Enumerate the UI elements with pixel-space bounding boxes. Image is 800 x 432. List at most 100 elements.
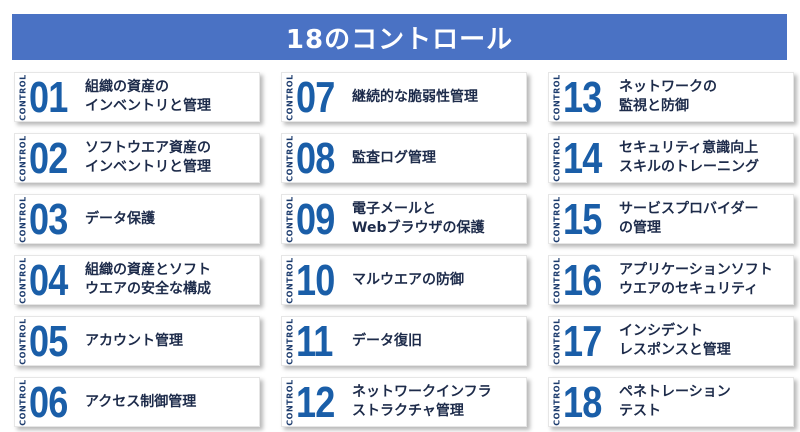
- control-title: ネットワークインフラ ストラクチャ管理: [352, 378, 522, 426]
- control-label-text: CONTROL: [552, 134, 562, 182]
- control-number: 15: [563, 195, 602, 244]
- control-vertical-label: CONTROL: [17, 73, 29, 121]
- control-label-text: CONTROL: [552, 378, 562, 426]
- control-title: 電子メールと Webブラウザの保護: [352, 195, 522, 243]
- control-title: 継続的な脆弱性管理: [352, 73, 522, 121]
- control-label-text: CONTROL: [18, 256, 28, 304]
- control-title-line: Webブラウザの保護: [352, 220, 485, 236]
- control-title-line: データ復旧: [352, 332, 422, 349]
- control-title: アクセス制御管理: [85, 378, 255, 426]
- control-vertical-label: CONTROL: [551, 134, 563, 182]
- header-banner: 18のコントロール: [12, 14, 787, 60]
- control-number: 05: [29, 317, 68, 366]
- control-card: CONTROL 01 組織の資産の インベントリと管理: [14, 72, 260, 122]
- control-title-line: サービスプロバイダー: [619, 201, 759, 217]
- control-title-line: 監視と防御: [619, 98, 689, 114]
- control-number: 07: [296, 73, 335, 122]
- control-title-line: データ保護: [85, 210, 155, 227]
- control-card: CONTROL 13 ネットワークの 監視と防御: [548, 72, 794, 122]
- control-number: 03: [29, 195, 68, 244]
- control-vertical-label: CONTROL: [551, 73, 563, 121]
- control-title: ソフトウエア資産の インベントリと管理: [85, 134, 255, 182]
- control-vertical-label: CONTROL: [284, 195, 296, 243]
- control-title: 組織の資産とソフト ウエアの安全な構成: [85, 256, 255, 304]
- control-vertical-label: CONTROL: [17, 378, 29, 426]
- control-card: CONTROL 07 継続的な脆弱性管理: [281, 72, 527, 122]
- control-title-line: 組織の資産の: [85, 79, 169, 95]
- control-title-line: ネットワークインフラ: [352, 384, 492, 400]
- control-label-text: CONTROL: [285, 256, 295, 304]
- control-title-line: ペネトレーション: [619, 384, 731, 400]
- page-title: 18のコントロール: [285, 24, 514, 55]
- control-title-line: 継続的な脆弱性管理: [352, 88, 478, 105]
- control-title-line: スキルのトレーニング: [619, 159, 759, 175]
- control-title-line: 電子メールと: [352, 201, 436, 217]
- control-number: 13: [563, 73, 602, 122]
- control-vertical-label: CONTROL: [284, 256, 296, 304]
- control-label-text: CONTROL: [285, 195, 295, 243]
- control-vertical-label: CONTROL: [551, 195, 563, 243]
- control-card: CONTROL 12 ネットワークインフラ ストラクチャ管理: [281, 377, 527, 427]
- control-vertical-label: CONTROL: [284, 317, 296, 365]
- control-number: 09: [296, 195, 335, 244]
- control-card: CONTROL 18 ペネトレーション テスト: [548, 377, 794, 427]
- control-vertical-label: CONTROL: [284, 73, 296, 121]
- control-label-text: CONTROL: [552, 256, 562, 304]
- control-title-line: アプリケーションソフト: [619, 262, 773, 278]
- control-label-text: CONTROL: [552, 195, 562, 243]
- control-number: 18: [563, 378, 602, 427]
- control-card: CONTROL 15 サービスプロバイダー の管理: [548, 194, 794, 244]
- control-label-text: CONTROL: [285, 317, 295, 365]
- control-number: 06: [29, 378, 68, 427]
- control-vertical-label: CONTROL: [551, 378, 563, 426]
- control-label-text: CONTROL: [18, 317, 28, 365]
- control-title: データ復旧: [352, 317, 522, 365]
- control-title: データ保護: [85, 195, 255, 243]
- control-card: CONTROL 16 アプリケーションソフト ウエアのセキュリティ: [548, 255, 794, 305]
- control-number: 08: [296, 134, 335, 183]
- control-card: CONTROL 05 アカウント管理: [14, 316, 260, 366]
- control-title-line: ストラクチャ管理: [352, 403, 464, 419]
- control-title-line: アクセス制御管理: [85, 393, 197, 410]
- control-vertical-label: CONTROL: [17, 134, 29, 182]
- control-vertical-label: CONTROL: [17, 317, 29, 365]
- control-number: 04: [29, 256, 68, 305]
- control-title: インシデント レスポンスと管理: [619, 317, 789, 365]
- control-card: CONTROL 17 インシデント レスポンスと管理: [548, 316, 794, 366]
- control-title-line: 監査ログ管理: [352, 149, 436, 166]
- control-title-line: マルウエアの防御: [352, 271, 464, 288]
- control-vertical-label: CONTROL: [551, 256, 563, 304]
- control-title: ネットワークの 監視と防御: [619, 73, 789, 121]
- control-title: ペネトレーション テスト: [619, 378, 789, 426]
- control-card: CONTROL 02 ソフトウエア資産の インベントリと管理: [14, 133, 260, 183]
- control-title: 組織の資産の インベントリと管理: [85, 73, 255, 121]
- control-label-text: CONTROL: [18, 195, 28, 243]
- control-title-line: セキュリティ意識向上: [619, 140, 759, 156]
- control-label-text: CONTROL: [18, 134, 28, 182]
- control-title: アカウント管理: [85, 317, 255, 365]
- control-card: CONTROL 06 アクセス制御管理: [14, 377, 260, 427]
- control-number: 17: [563, 317, 602, 366]
- control-vertical-label: CONTROL: [17, 256, 29, 304]
- control-number: 12: [296, 378, 335, 427]
- control-title-line: インベントリと管理: [85, 159, 211, 175]
- control-card: CONTROL 10 マルウエアの防御: [281, 255, 527, 305]
- controls-grid: CONTROL 01 組織の資産の インベントリと管理 CONTROL 02 ソフトウエア資…: [14, 72, 794, 427]
- control-label-text: CONTROL: [552, 317, 562, 365]
- control-title: セキュリティ意識向上 スキルのトレーニング: [619, 134, 789, 182]
- control-title: サービスプロバイダー の管理: [619, 195, 789, 243]
- control-title-line: レスポンスと管理: [619, 342, 731, 358]
- control-number: 10: [296, 256, 335, 305]
- control-card: CONTROL 04 組織の資産とソフト ウエアの安全な構成: [14, 255, 260, 305]
- control-vertical-label: CONTROL: [284, 378, 296, 426]
- control-title-line: 組織の資産とソフト: [85, 262, 211, 278]
- control-title: マルウエアの防御: [352, 256, 522, 304]
- control-number: 11: [296, 317, 333, 366]
- control-card: CONTROL 03 データ保護: [14, 194, 260, 244]
- control-label-text: CONTROL: [285, 378, 295, 426]
- control-card: CONTROL 09 電子メールと Webブラウザの保護: [281, 194, 527, 244]
- control-label-text: CONTROL: [18, 378, 28, 426]
- control-number: 02: [29, 134, 68, 183]
- control-number: 01: [29, 73, 68, 122]
- control-title: アプリケーションソフト ウエアのセキュリティ: [619, 256, 789, 304]
